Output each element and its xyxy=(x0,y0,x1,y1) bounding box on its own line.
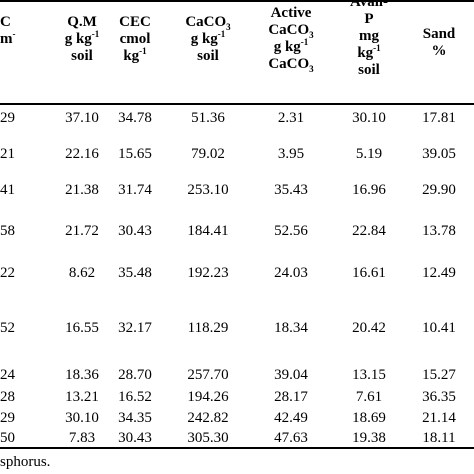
cell-caco3: 257.70 xyxy=(187,367,229,383)
cell-cec: 30.43 xyxy=(118,430,152,446)
cell-caco3: 184.41 xyxy=(187,223,229,239)
cell-sand: 13.78 xyxy=(422,223,456,239)
cell-avail-p: 18.69 xyxy=(352,410,386,426)
cell-sand: 18.11 xyxy=(422,430,456,446)
cell-caco3: 118.29 xyxy=(187,320,229,336)
cell-avail-p: 22.84 xyxy=(352,223,386,239)
header-cec: CEC cmol kg-1 xyxy=(119,14,151,64)
cell-col0: 21 xyxy=(0,146,15,162)
header-col0: C m- xyxy=(0,14,16,47)
cell-avail-p: 30.10 xyxy=(352,110,386,126)
cell-qm: 13.21 xyxy=(65,389,99,405)
cell-col0: 29 xyxy=(0,410,15,426)
cell-col0: 22 xyxy=(0,265,15,281)
cell-qm: 18.36 xyxy=(65,367,99,383)
cell-col0: 58 xyxy=(0,223,15,239)
cell-qm: 16.55 xyxy=(65,320,99,336)
cell-qm: 21.72 xyxy=(65,223,99,239)
top-rule xyxy=(0,0,474,2)
cell-avail-p: 16.61 xyxy=(352,265,386,281)
cell-col0: 29 xyxy=(0,110,15,126)
cell-col0: 24 xyxy=(0,367,15,383)
cell-qm: 30.10 xyxy=(65,410,99,426)
cell-cec: 15.65 xyxy=(118,146,152,162)
cell-avail-p: 19.38 xyxy=(352,430,386,446)
cell-col0: 28 xyxy=(0,389,15,405)
cell-active-caco3: 52.56 xyxy=(274,223,308,239)
cell-caco3: 79.02 xyxy=(191,146,225,162)
cell-sand: 12.49 xyxy=(422,265,456,281)
cell-qm: 37.10 xyxy=(65,110,99,126)
cell-cec: 35.48 xyxy=(118,265,152,281)
cell-cec: 32.17 xyxy=(118,320,152,336)
cell-cec: 28.70 xyxy=(118,367,152,383)
cell-active-caco3: 47.63 xyxy=(274,430,308,446)
cell-qm: 21.38 xyxy=(65,182,99,198)
header-active-caco3: Active CaCO3 g kg-1 CaCO3 xyxy=(268,5,314,74)
header-sand: Sand % xyxy=(422,26,456,59)
bottom-rule xyxy=(0,447,474,449)
cell-cec: 34.78 xyxy=(118,110,152,126)
header-rule xyxy=(0,103,474,105)
cell-avail-p: 5.19 xyxy=(355,146,383,162)
cell-caco3: 192.23 xyxy=(187,265,229,281)
cell-col0: 41 xyxy=(0,182,15,198)
cell-qm: 22.16 xyxy=(65,146,99,162)
cell-caco3: 242.82 xyxy=(187,410,229,426)
cell-active-caco3: 35.43 xyxy=(274,182,308,198)
cell-caco3: 305.30 xyxy=(187,430,229,446)
cell-qm: 7.83 xyxy=(68,430,96,446)
cell-caco3: 51.36 xyxy=(191,110,225,126)
cell-active-caco3: 3.95 xyxy=(277,146,305,162)
cell-cec: 31.74 xyxy=(118,182,152,198)
cell-caco3: 194.26 xyxy=(187,389,229,405)
cell-active-caco3: 18.34 xyxy=(274,320,308,336)
cell-sand: 15.27 xyxy=(422,367,456,383)
cell-caco3: 253.10 xyxy=(187,182,229,198)
cell-sand: 36.35 xyxy=(422,389,456,405)
header-qm: Q.M g kg-1 soil xyxy=(64,14,100,64)
cell-sand: 17.81 xyxy=(422,110,456,126)
cell-avail-p: 13.15 xyxy=(352,367,386,383)
cell-cec: 34.35 xyxy=(118,410,152,426)
cell-active-caco3: 28.17 xyxy=(274,389,308,405)
cell-avail-p: 7.61 xyxy=(355,389,383,405)
cell-avail-p: 16.96 xyxy=(352,182,386,198)
cell-col0: 50 xyxy=(0,430,15,446)
cell-sand: 29.90 xyxy=(422,182,456,198)
footnote: sphorus. xyxy=(0,454,51,470)
cell-cec: 16.52 xyxy=(118,389,152,405)
cell-cec: 30.43 xyxy=(118,223,152,239)
cell-qm: 8.62 xyxy=(68,265,96,281)
header-caco3: CaCO3 g kg-1 soil xyxy=(185,14,231,64)
cell-sand: 21.14 xyxy=(422,410,456,426)
cell-active-caco3: 39.04 xyxy=(274,367,308,383)
cell-active-caco3: 42.49 xyxy=(274,410,308,426)
cell-active-caco3: 2.31 xyxy=(277,110,305,126)
cell-col0: 52 xyxy=(0,320,15,336)
cell-avail-p: 20.42 xyxy=(352,320,386,336)
cell-active-caco3: 24.03 xyxy=(274,265,308,281)
header-avail-p: Avail- P mg kg-1 soil xyxy=(349,0,389,78)
cell-sand: 10.41 xyxy=(422,320,456,336)
cell-sand: 39.05 xyxy=(422,146,456,162)
